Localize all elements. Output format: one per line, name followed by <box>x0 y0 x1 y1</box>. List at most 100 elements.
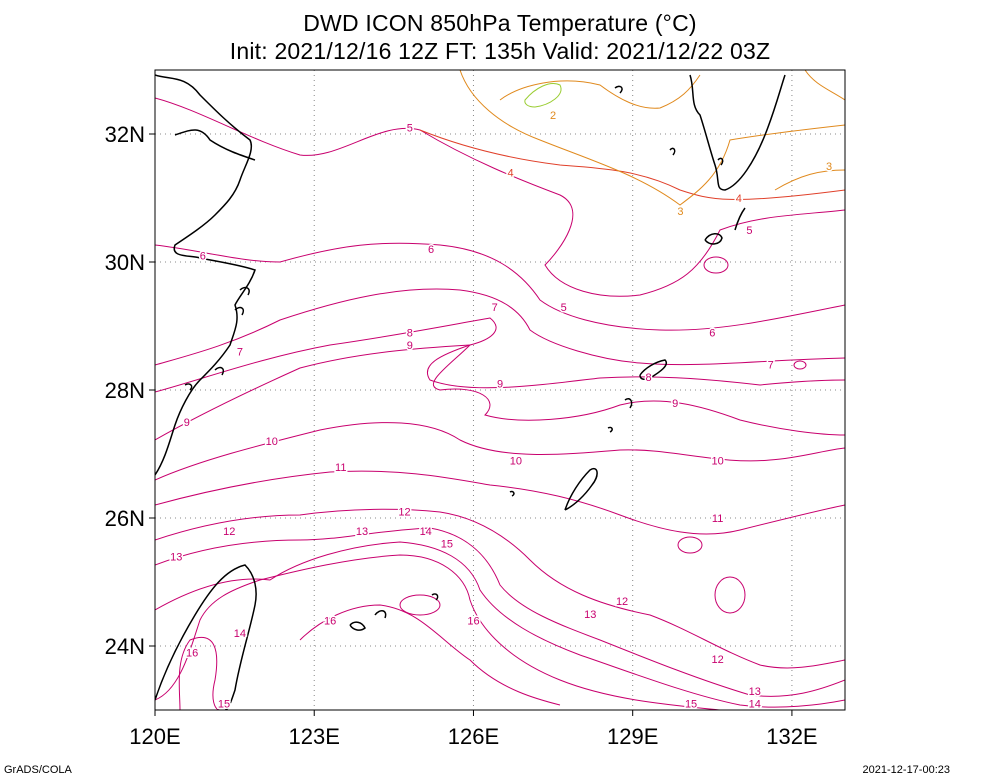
contour-label: 15 <box>218 699 230 711</box>
contour-6 <box>155 242 845 331</box>
contour-label: 9 <box>497 379 503 391</box>
contour-label: 9 <box>407 340 413 352</box>
contour-label: 6 <box>709 327 715 339</box>
contour-label: 7 <box>492 302 498 314</box>
contour-cell <box>703 256 729 274</box>
contour-label: 7 <box>768 359 774 371</box>
contour-label: 16 <box>186 647 198 659</box>
cold-contours <box>419 70 845 206</box>
contour-7 <box>155 288 845 366</box>
contour-label: 10 <box>711 455 723 467</box>
contour-5 <box>155 97 845 297</box>
contour-label: 4 <box>508 167 514 179</box>
contour-16 <box>178 604 561 710</box>
lat-tick-label: 24N <box>105 634 145 659</box>
coastline-island <box>614 85 724 166</box>
contour-label: 16 <box>324 615 336 627</box>
contour-label: 4 <box>736 193 742 205</box>
coastline-island <box>509 490 515 497</box>
contour-label: 12 <box>616 596 628 608</box>
contour-label: 14 <box>420 526 432 538</box>
footer-software: GrADS/COLA <box>4 764 72 776</box>
contour-label: 3 <box>826 161 832 173</box>
contour-cell <box>793 360 807 370</box>
coastline-china <box>155 74 256 476</box>
coastline-kyushu <box>689 74 786 191</box>
contour-label: 15 <box>441 539 453 551</box>
contour-label: 9 <box>184 417 190 429</box>
coastline-island <box>624 397 633 409</box>
contour-3 <box>774 169 845 191</box>
coastline-amami <box>639 359 667 380</box>
contour-label: 7 <box>237 347 243 359</box>
lon-tick-label: 120E <box>129 724 180 749</box>
contour-14 <box>155 541 845 708</box>
contour-3 <box>459 70 845 206</box>
contour-label: 13 <box>584 609 596 621</box>
contour-cell <box>677 536 703 554</box>
map-title: DWD ICON 850hPa Temperature (°C) <box>303 10 697 36</box>
contour-label: 10 <box>266 436 278 448</box>
contour-cell <box>714 576 746 614</box>
contour-10 <box>155 422 845 481</box>
contour-label: 6 <box>200 251 206 263</box>
lon-tick-label: 132E <box>766 724 817 749</box>
footer-timestamp: 2021-12-17-00:23 <box>862 764 950 776</box>
lat-tick-label: 28N <box>105 378 145 403</box>
contour-label: 5 <box>561 302 567 314</box>
contour-label: 12 <box>223 526 235 538</box>
contour-15 <box>155 554 721 710</box>
contour-9 <box>155 344 845 441</box>
contour-label: 9 <box>672 398 678 410</box>
lon-tick-label: 129E <box>607 724 658 749</box>
contour-label: 6 <box>428 244 434 256</box>
map-subtitle: Init: 2021/12/16 12Z FT: 135h Valid: 202… <box>229 38 771 64</box>
contour-label: 3 <box>677 206 683 218</box>
contour-label: 14 <box>234 628 246 640</box>
contour-label: 10 <box>510 455 522 467</box>
lat-tick-label: 32N <box>105 122 145 147</box>
lat-tick-label: 30N <box>105 250 145 275</box>
contour-label: 5 <box>407 123 413 135</box>
contour-label: 12 <box>711 654 723 666</box>
contour-label: 14 <box>749 699 761 711</box>
lat-tick-label: 26N <box>105 506 145 531</box>
contour-2 <box>524 83 562 108</box>
contour-label: 8 <box>407 327 413 339</box>
contour-label: 2 <box>550 110 556 122</box>
coastlines <box>155 74 786 710</box>
temperature-contours <box>155 97 845 710</box>
contour-label: 12 <box>398 507 410 519</box>
contour-label: 8 <box>646 372 652 384</box>
contour-11 <box>155 470 845 535</box>
coastline-yaeyama <box>374 610 387 619</box>
contour-cell <box>399 594 441 616</box>
contour-label: 11 <box>712 513 723 525</box>
map-axes: 120E 123E 126E 129E 132E 24N 26N 28N 30N 32N <box>105 122 818 749</box>
coastline-island <box>184 286 250 391</box>
coastline-island <box>607 426 613 433</box>
contour-13 <box>155 527 845 697</box>
coastline-okinawa <box>564 468 598 511</box>
contour-label: 16 <box>467 615 479 627</box>
coastline-tanegashima <box>734 207 746 231</box>
contour-label: 13 <box>749 686 761 698</box>
contour-12 <box>155 508 845 669</box>
contour-label: 5 <box>746 225 752 237</box>
lon-tick-label: 126E <box>448 724 499 749</box>
contour-label: 11 <box>335 462 346 474</box>
contour-3 <box>804 70 845 101</box>
coastline-yangtze <box>174 129 256 161</box>
coastline-yakushima <box>704 233 723 245</box>
contour-8 <box>155 317 845 393</box>
contour-2 <box>499 74 701 109</box>
coastline-miyako <box>349 621 366 631</box>
lon-tick-label: 123E <box>289 724 340 749</box>
contour-label: 13 <box>170 551 182 563</box>
coastline-taiwan <box>155 564 257 710</box>
coastline-island <box>431 593 439 601</box>
contour-label: 15 <box>685 699 697 711</box>
contour-label: 13 <box>356 526 368 538</box>
